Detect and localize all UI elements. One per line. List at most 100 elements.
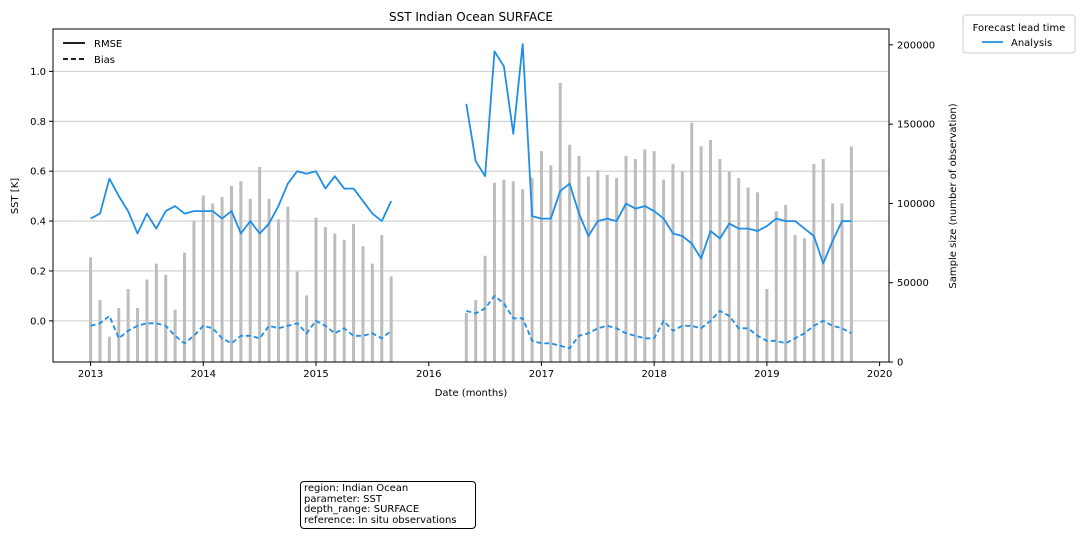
series-lines <box>90 43 852 350</box>
sample-size-bar <box>126 289 130 362</box>
series-legend-title: Forecast lead time <box>973 23 1066 34</box>
sample-size-bar <box>502 179 506 362</box>
sample-size-bar <box>727 171 731 362</box>
info-box: region: Indian Ocean parameter: SST dept… <box>300 481 476 529</box>
sample-size-bar <box>765 289 769 362</box>
sample-size-bar <box>586 176 590 362</box>
sample-size-bar <box>98 300 102 362</box>
sample-size-bar <box>342 239 346 362</box>
sample-size-bar <box>361 246 365 362</box>
sample-size-bar <box>840 203 844 362</box>
sample-size-bar <box>370 263 374 362</box>
y-tick-label: 0.4 <box>30 217 46 228</box>
sample-size-bar <box>802 238 806 362</box>
rmse-legend-label: RMSE <box>94 39 122 50</box>
sample-size-bar <box>699 146 703 362</box>
sample-size-bar <box>577 155 581 362</box>
sample-size-bar <box>539 151 543 362</box>
sample-size-bar <box>812 163 816 362</box>
grid-lines <box>53 71 889 322</box>
sample-size-bar <box>464 312 468 362</box>
sample-size-bar <box>624 155 628 362</box>
sample-size-bar <box>267 198 271 362</box>
sample-size-bar <box>521 189 525 362</box>
sample-size-bar <box>568 144 572 362</box>
analysis-rmse-line <box>90 170 393 235</box>
y2-axis-ticks: 0 50000 100000 150000 200000 <box>889 40 935 369</box>
sample-size-bar <box>549 165 553 362</box>
sample-size-bar <box>492 182 496 362</box>
x-tick-label: 2015 <box>303 369 328 380</box>
sample-size-bar <box>652 151 656 362</box>
sample-size-bar <box>389 276 393 362</box>
x-tick-label: 2017 <box>529 369 554 380</box>
sample-size-bar <box>286 206 290 362</box>
sample-size-bar <box>136 308 140 362</box>
sample-size-bar <box>821 159 825 362</box>
sample-size-bar <box>849 146 853 362</box>
y2-tick-label: 0 <box>897 358 903 369</box>
x-axis-ticks: 2013 2014 2015 2016 2017 2018 2019 2020 <box>78 362 892 380</box>
sample-size-bar <box>793 235 797 362</box>
sample-size-bar <box>248 198 252 362</box>
y-tick-label: 1.0 <box>30 67 46 78</box>
sample-size-bar <box>511 181 515 362</box>
info-depth-range: depth_range: SURFACE <box>304 504 420 515</box>
sample-size-bar <box>671 163 675 362</box>
y2-tick-label: 50000 <box>897 278 929 289</box>
sample-size-bars <box>89 82 853 363</box>
y2-tick-label: 200000 <box>897 40 935 51</box>
sample-size-bar <box>145 279 149 362</box>
sample-size-bar <box>305 295 309 362</box>
sample-size-bar <box>295 271 299 362</box>
sample-size-bar <box>220 197 224 362</box>
x-tick-label: 2018 <box>641 369 666 380</box>
x-tick-label: 2013 <box>78 369 103 380</box>
sample-size-bar <box>201 195 205 362</box>
x-tick-label: 2019 <box>754 369 779 380</box>
sample-size-bar <box>154 263 158 362</box>
info-parameter: parameter: SST <box>304 493 382 505</box>
x-tick-label: 2014 <box>191 369 216 380</box>
sample-size-bar <box>596 170 600 362</box>
analysis-bias-line <box>466 294 852 350</box>
x-tick-label: 2020 <box>867 369 892 380</box>
sample-size-bar <box>784 205 788 362</box>
y-tick-label: 0.2 <box>30 266 46 277</box>
sample-size-bar <box>314 217 318 362</box>
y-tick-label: 0.6 <box>30 167 46 178</box>
sample-size-bar <box>605 174 609 362</box>
sample-size-bar <box>633 159 637 362</box>
sample-size-bar <box>615 178 619 362</box>
plot-area: 2013 2014 2015 2016 2017 2018 2019 2020 0.0 0.2 0… <box>30 28 935 380</box>
analysis-legend-label: Analysis <box>1011 38 1052 49</box>
sample-size-bar <box>239 181 243 362</box>
series-legend: Forecast lead time Analysis <box>962 14 1076 54</box>
y2-tick-label: 100000 <box>897 199 935 210</box>
sample-size-bar <box>333 233 337 362</box>
y-tick-label: 0.0 <box>30 316 46 327</box>
sample-size-bar <box>831 203 835 362</box>
y2-tick-label: 150000 <box>897 120 935 131</box>
sample-size-bar <box>690 122 694 362</box>
sample-size-bar <box>229 185 233 362</box>
sample-size-bar <box>755 192 759 362</box>
sample-size-bar <box>380 235 384 362</box>
analysis-rmse-line <box>465 43 852 265</box>
sample-size-bar <box>680 171 684 362</box>
info-reference: reference: In situ observations <box>304 514 457 526</box>
sample-size-bar <box>643 149 647 362</box>
x-tick-label: 2016 <box>416 369 441 380</box>
sample-size-bar <box>183 252 187 362</box>
sample-size-bar <box>192 220 196 362</box>
plot-frame-background <box>53 29 889 362</box>
sample-size-bar <box>323 227 327 362</box>
sample-size-bar <box>107 336 111 362</box>
sample-size-bar <box>774 211 778 362</box>
sample-size-bar <box>352 224 356 362</box>
sample-size-bar <box>746 187 750 362</box>
series-legend-frame <box>962 14 1076 54</box>
sample-size-bar <box>258 166 262 362</box>
sample-size-bar <box>662 179 666 362</box>
